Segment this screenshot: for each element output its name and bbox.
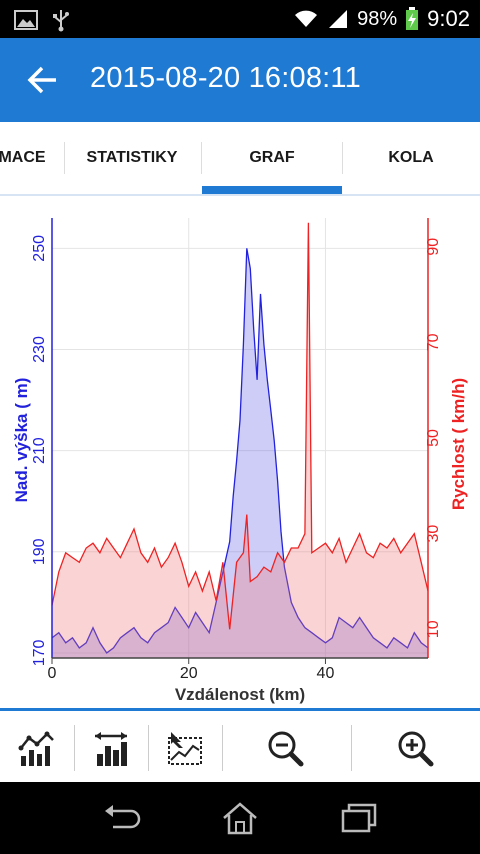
nav-recents-button[interactable] [334, 798, 384, 838]
tab-statistiky[interactable]: STATISTIKY [86, 149, 178, 166]
zoom-out-icon [268, 731, 304, 767]
line-chart-icon [18, 731, 54, 766]
x-tick-label: 40 [317, 665, 335, 682]
tab-divider [342, 142, 343, 174]
back-icon [105, 805, 141, 829]
home-icon [223, 802, 257, 835]
nav-back-button[interactable] [96, 798, 146, 838]
clock: 9:02 [427, 6, 470, 31]
zoom-in-icon [398, 731, 434, 767]
bar-range-icon [95, 732, 127, 766]
system-nav-bar [0, 782, 480, 854]
map-area-tool[interactable] [158, 721, 212, 775]
elevation-area [52, 248, 428, 659]
tab-mace[interactable]: MACE [0, 149, 46, 166]
battery-percent: 98% [357, 7, 398, 30]
map-area-icon [168, 732, 202, 765]
tab-divider [201, 142, 202, 174]
y-left-tick-label: 230 [31, 336, 48, 363]
tab-divider [64, 142, 65, 174]
toolbar-divider [351, 725, 352, 771]
y-left-tick-label: 170 [31, 639, 48, 666]
image-notification-icon [14, 10, 38, 30]
elevation-line [51, 248, 429, 654]
tab-kola[interactable]: KOLA [388, 149, 434, 166]
battery-charging-icon [406, 7, 419, 30]
app-bar: 2015-08-20 16:08:11 [0, 38, 480, 122]
bar-range-tool[interactable] [84, 721, 138, 775]
toolbar-divider [74, 725, 75, 771]
zoom-in-tool[interactable] [388, 721, 442, 775]
x-axis-label: Vzdálenost (km) [175, 685, 305, 704]
y-right-tick-label: 70 [425, 333, 442, 351]
tab-graf[interactable]: GRAF [249, 149, 295, 166]
wifi-icon [295, 10, 318, 27]
y-right-tick-label: 30 [425, 525, 442, 543]
x-tick-label: 0 [48, 665, 57, 682]
recents-icon [341, 803, 377, 833]
chart-container: 0 20 40 170 190 210 230 250 10 30 50 70 90 Vzdálenost… [0, 196, 480, 708]
line-chart-tool[interactable] [10, 721, 64, 775]
y-left-tick-label: 210 [31, 437, 48, 464]
y-right-tick-label: 50 [425, 429, 442, 447]
status-bar: 98% 9:02 [0, 0, 480, 38]
zoom-out-tool[interactable] [258, 721, 312, 775]
usb-icon [53, 10, 69, 32]
active-tab-indicator [202, 186, 342, 194]
speed-line [51, 222, 429, 630]
signal-icon [329, 10, 348, 28]
y-right-axis-label: Rychlost ( km/h) [449, 378, 468, 510]
elevation-speed-chart[interactable]: 0 20 40 170 190 210 230 250 10 30 50 70 90 Vzdálenost… [0, 196, 480, 708]
y-right-tick-label: 10 [425, 620, 442, 638]
y-left-axis-label: Nad. výška ( m) [12, 378, 31, 503]
toolbar-divider [148, 725, 149, 771]
y-right-tick-label: 90 [425, 238, 442, 256]
arrow-left-icon[interactable] [24, 60, 64, 100]
x-tick-label: 20 [180, 665, 198, 682]
tab-bar: MACE STATISTIKY GRAF KOLA [0, 122, 480, 196]
y-left-tick-label: 250 [31, 235, 48, 262]
page-title: 2015-08-20 16:08:11 [90, 62, 361, 94]
nav-home-button[interactable] [215, 798, 265, 838]
toolbar-divider [222, 725, 223, 771]
y-left-tick-label: 190 [31, 538, 48, 565]
plot-background [52, 218, 428, 658]
chart-toolbar [0, 708, 480, 785]
